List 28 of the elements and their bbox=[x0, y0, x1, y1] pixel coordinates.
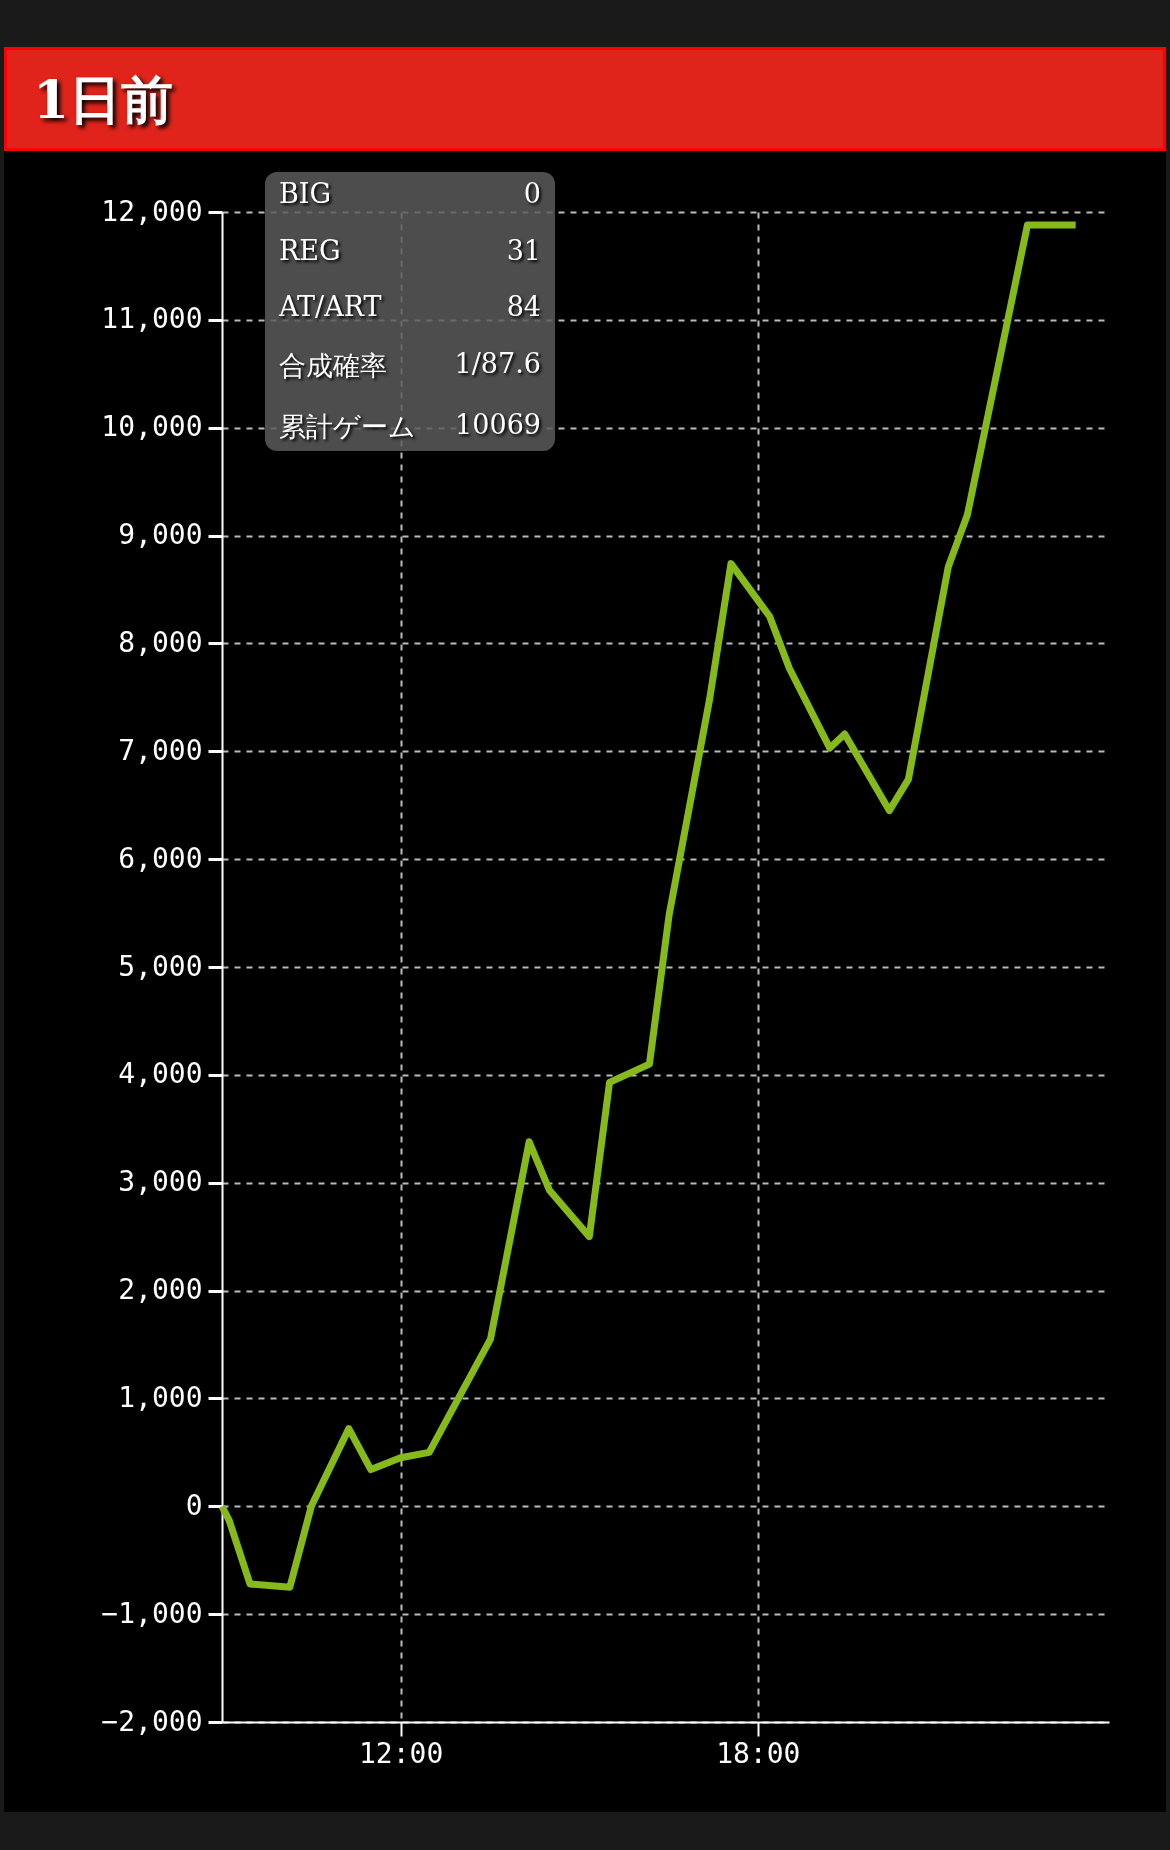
annotation: 31 bbox=[505, 234, 541, 266]
annotation: 1/87.6 bbox=[453, 347, 541, 381]
y-tick-label: −1,000 bbox=[101, 1596, 203, 1630]
chart-title: 1日前 bbox=[4, 47, 1166, 151]
y-tick-label: 11,000 bbox=[101, 302, 203, 336]
y-tick-label: 12,000 bbox=[101, 194, 203, 228]
annotation: REG bbox=[279, 234, 342, 266]
y-tick-label: 1,000 bbox=[118, 1380, 203, 1414]
annotation: AT/ART bbox=[279, 291, 383, 322]
text: BIG bbox=[279, 178, 333, 209]
x-tick-label: 12:00 bbox=[358, 1736, 444, 1770]
annotation: 84 bbox=[505, 291, 541, 322]
annotation: 10069 bbox=[454, 409, 541, 442]
annotation: 合成確率 bbox=[279, 348, 388, 383]
y-tick-label: 2,000 bbox=[118, 1273, 203, 1307]
y-tick-label: 0 bbox=[185, 1488, 203, 1522]
y-tick-label: −2,000 bbox=[101, 1704, 203, 1738]
y-tick-label: 6,000 bbox=[118, 841, 203, 875]
x-tick-label: 18:00 bbox=[716, 1736, 801, 1770]
y-tick-label: 5,000 bbox=[118, 949, 203, 983]
y-tick-label: 8,000 bbox=[118, 625, 203, 659]
text: 0 bbox=[522, 178, 541, 209]
y-tick-label: 7,000 bbox=[118, 733, 203, 767]
y-tick-label: 4,000 bbox=[118, 1057, 203, 1091]
annotation: 累計ゲーム bbox=[279, 410, 417, 444]
y-tick-label: 9,000 bbox=[118, 518, 203, 552]
y-tick-label: 3,000 bbox=[118, 1165, 203, 1199]
y-tick-label: 10,000 bbox=[101, 410, 203, 444]
